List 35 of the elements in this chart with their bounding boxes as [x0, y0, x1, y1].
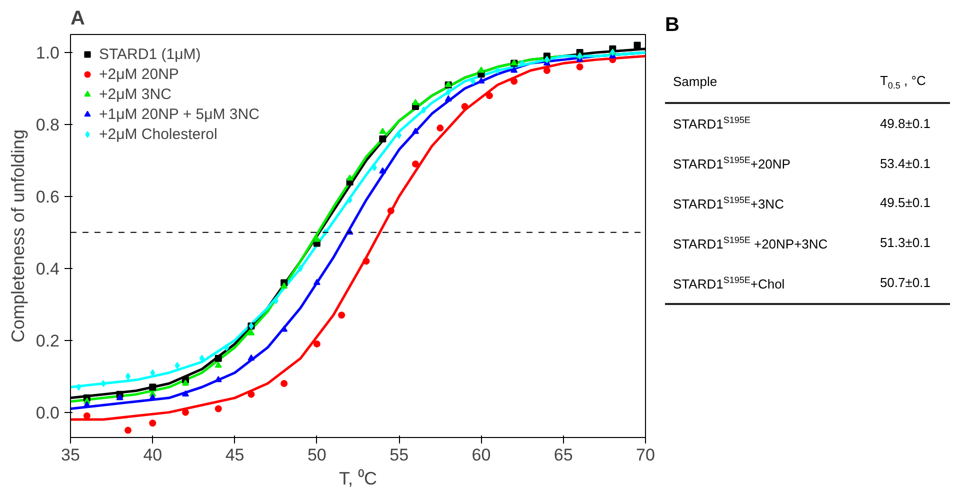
y-axis-title: Completeness of unfolding — [8, 129, 28, 343]
text: STARD1$^{S195E}$+3NC — [672, 194, 785, 214]
x-tick-label: 55 — [390, 446, 409, 464]
legend-label: STARD1 (1μM) — [99, 46, 201, 62]
text: Sample — [665, 62, 876, 103]
text: 50.7±0.1 — [876, 264, 950, 304]
text: STARD1$^{S195E}$ — [672, 114, 752, 134]
text: B — [665, 13, 680, 38]
text: STARD1$^{S195E}$ +20NP+3NC — [672, 234, 829, 253]
text: 49.5±0.1 — [878, 194, 932, 212]
y-tick-label: 0.8 — [36, 115, 60, 134]
legend-label: +2μM 3NC — [99, 86, 172, 102]
y-tick-label: 1.0 — [36, 43, 60, 62]
y-tick-label: 0.2 — [36, 331, 60, 350]
x-tick-label: 40 — [143, 446, 162, 464]
x-tick-label: 50 — [307, 446, 326, 464]
text: 53.4±0.1 — [878, 154, 932, 173]
text: 49.8±0.1 — [878, 114, 932, 133]
x-tick-label: 70 — [636, 446, 655, 464]
chart-title: A — [70, 8, 85, 30]
x-axis-title: T, ⁰C — [339, 468, 378, 488]
x-tick-label: 35 — [61, 446, 80, 464]
x-tick-label: 45 — [225, 446, 244, 464]
y-tick-label: 0.4 — [36, 259, 60, 278]
legend-label: +2μM Cholesterol — [99, 126, 218, 142]
y-tick-label: 0.0 — [36, 403, 60, 422]
text: 51.3±0.1 — [878, 234, 932, 252]
text: T$_{0.5}$ , °C — [876, 62, 950, 103]
x-tick-label: 65 — [554, 446, 573, 464]
legend-label: +1μM 20NP + 5μM 3NC — [99, 106, 260, 122]
text: STARD1$^{S195E}$+Chol — [665, 264, 876, 304]
y-tick-label: 0.6 — [36, 187, 60, 206]
text: STARD1$^{S195E}$+20NP — [672, 154, 792, 174]
legend-label: +2μM 20NP — [99, 66, 179, 82]
x-tick-label: 60 — [472, 446, 491, 464]
